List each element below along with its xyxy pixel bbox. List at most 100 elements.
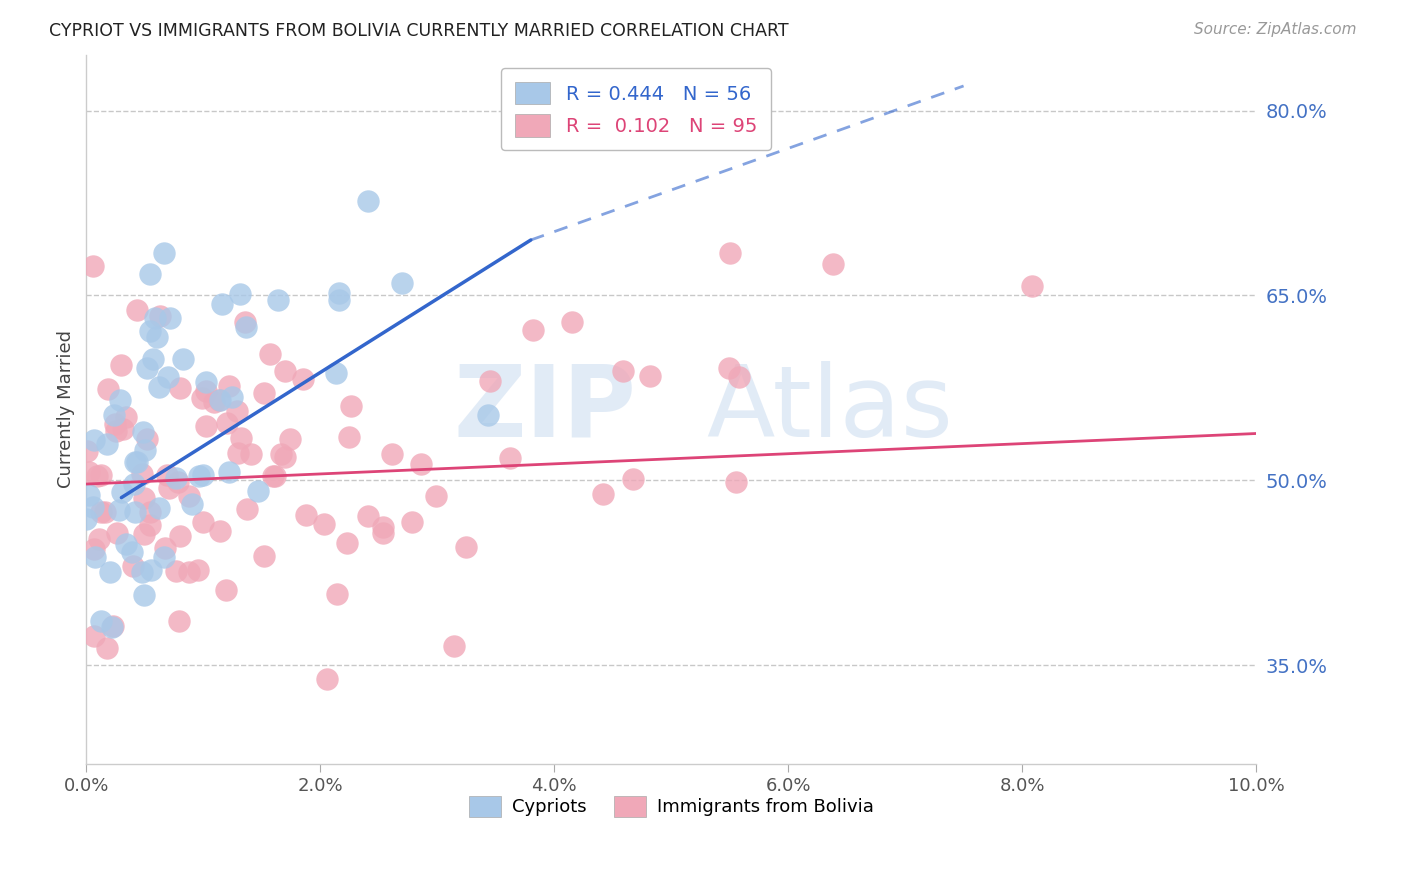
- Point: [209, 524, 232, 538]
- Point: [326, 587, 349, 601]
- Point: [208, 392, 231, 407]
- Point: [381, 447, 404, 461]
- Point: [100, 620, 122, 634]
- Point: [479, 374, 502, 388]
- Point: [218, 379, 240, 393]
- Point: [371, 520, 394, 534]
- Point: [191, 467, 214, 482]
- Point: [409, 458, 432, 472]
- Point: [125, 303, 148, 318]
- Point: [477, 408, 499, 422]
- Point: [87, 532, 110, 546]
- Point: [165, 471, 187, 485]
- Point: [83, 434, 105, 448]
- Point: [155, 541, 177, 556]
- Point: [328, 293, 350, 307]
- Point: [195, 375, 218, 389]
- Point: [75, 512, 97, 526]
- Point: [134, 442, 156, 457]
- Point: [153, 550, 176, 565]
- Point: [181, 496, 204, 510]
- Point: [149, 310, 172, 324]
- Point: [110, 358, 132, 372]
- Point: [83, 629, 105, 643]
- Point: [101, 619, 124, 633]
- Point: [125, 455, 148, 469]
- Point: [621, 472, 644, 486]
- Point: [328, 285, 350, 300]
- Point: [314, 516, 336, 531]
- Point: [499, 450, 522, 465]
- Point: [100, 565, 122, 579]
- Point: [139, 518, 162, 533]
- Point: [270, 447, 292, 461]
- Point: [172, 351, 194, 366]
- Point: [443, 640, 465, 654]
- Point: [226, 404, 249, 418]
- Point: [86, 468, 108, 483]
- Text: Atlas: Atlas: [706, 361, 953, 458]
- Point: [124, 505, 146, 519]
- Point: [561, 316, 583, 330]
- Point: [83, 549, 105, 564]
- Point: [373, 526, 395, 541]
- Point: [717, 360, 740, 375]
- Point: [253, 385, 276, 400]
- Point: [401, 515, 423, 529]
- Point: [280, 432, 302, 446]
- Point: [267, 293, 290, 308]
- Point: [121, 544, 143, 558]
- Point: [105, 525, 128, 540]
- Point: [79, 465, 101, 479]
- Point: [202, 394, 225, 409]
- Point: [115, 537, 138, 551]
- Point: [94, 505, 117, 519]
- Point: [235, 320, 257, 334]
- Legend: Cypriots, Immigrants from Bolivia: Cypriots, Immigrants from Bolivia: [460, 787, 883, 826]
- Point: [195, 384, 218, 398]
- Point: [209, 392, 232, 407]
- Point: [592, 487, 614, 501]
- Point: [246, 484, 269, 499]
- Point: [236, 501, 259, 516]
- Point: [96, 641, 118, 656]
- Point: [110, 393, 132, 408]
- Point: [259, 347, 281, 361]
- Point: [218, 465, 240, 479]
- Point: [111, 485, 134, 500]
- Point: [153, 246, 176, 260]
- Point: [132, 527, 155, 541]
- Point: [134, 491, 156, 505]
- Point: [357, 509, 380, 524]
- Point: [90, 467, 112, 482]
- Point: [274, 450, 297, 464]
- Point: [229, 286, 252, 301]
- Point: [233, 315, 256, 329]
- Point: [111, 422, 134, 436]
- Point: [169, 381, 191, 395]
- Y-axis label: Currently Married: Currently Married: [58, 330, 75, 489]
- Point: [240, 447, 263, 461]
- Point: [157, 482, 180, 496]
- Point: [179, 565, 201, 579]
- Point: [156, 369, 179, 384]
- Point: [340, 399, 363, 413]
- Text: Source: ZipAtlas.com: Source: ZipAtlas.com: [1194, 22, 1357, 37]
- Point: [294, 508, 316, 522]
- Point: [229, 431, 252, 445]
- Point: [90, 505, 112, 519]
- Point: [425, 489, 447, 503]
- Point: [122, 477, 145, 491]
- Point: [391, 276, 413, 290]
- Point: [336, 536, 359, 550]
- Point: [169, 529, 191, 543]
- Point: [97, 382, 120, 396]
- Point: [131, 566, 153, 580]
- Point: [166, 475, 188, 489]
- Point: [211, 297, 233, 311]
- Point: [1021, 279, 1043, 293]
- Point: [522, 323, 544, 337]
- Point: [114, 409, 136, 424]
- Point: [105, 424, 128, 438]
- Point: [727, 370, 749, 384]
